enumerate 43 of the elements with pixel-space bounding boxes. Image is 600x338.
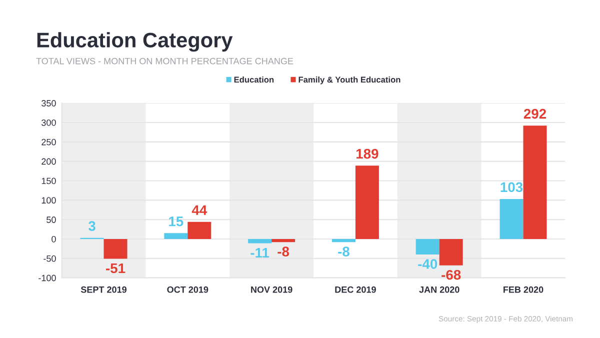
bar (164, 233, 188, 240)
y-tick-label: 50 (46, 216, 56, 223)
x-tick-label: DEC 2019 (335, 286, 376, 293)
data-label: -8 (278, 246, 290, 256)
y-tick-label: -50 (44, 255, 56, 262)
data-label: 44 (192, 205, 208, 215)
data-label: -11 (250, 248, 270, 258)
bar (439, 239, 463, 266)
data-label: 15 (169, 216, 184, 226)
y-tick-label: 200 (42, 158, 56, 165)
y-tick-label: -100 (38, 274, 56, 282)
x-tick-label: SEPT 2019 (80, 286, 126, 293)
bar (248, 239, 272, 244)
bar (355, 166, 379, 240)
data-label: -40 (418, 259, 438, 269)
y-tick-label: 350 (42, 100, 56, 106)
chart-title: Education Category (37, 32, 233, 52)
bar (188, 222, 212, 240)
y-tick-label: 150 (42, 178, 56, 184)
data-label: 292 (524, 108, 546, 119)
bar (104, 239, 128, 259)
x-tick-label: JAN 2020 (419, 286, 460, 293)
x-tick-label: OCT 2019 (167, 286, 208, 293)
y-tick-label: 100 (42, 197, 56, 204)
y-tick-label: 0 (52, 236, 56, 242)
y-tick-label: 300 (42, 119, 56, 126)
data-label: 189 (356, 148, 378, 159)
data-label: -68 (442, 270, 461, 280)
bar (500, 199, 524, 240)
data-label: -51 (106, 263, 126, 274)
x-tick-label: FEB 2020 (504, 286, 544, 293)
data-label: -8 (338, 246, 350, 256)
legend-label: Family & Youth Education (298, 76, 400, 84)
bar (523, 126, 547, 240)
bar (272, 239, 296, 242)
y-tick-label: 250 (42, 138, 56, 146)
data-label: 103 (500, 182, 523, 192)
chart-subtitle: TOTAL VIEWS - MONTH ON MONTH PERCENTAGE CHANGE (36, 58, 294, 64)
bar (416, 239, 440, 255)
x-tick-label: NOV 2019 (251, 286, 292, 293)
bar (332, 239, 356, 242)
data-label: 3 (88, 221, 96, 231)
legend-label: Education (234, 76, 274, 83)
